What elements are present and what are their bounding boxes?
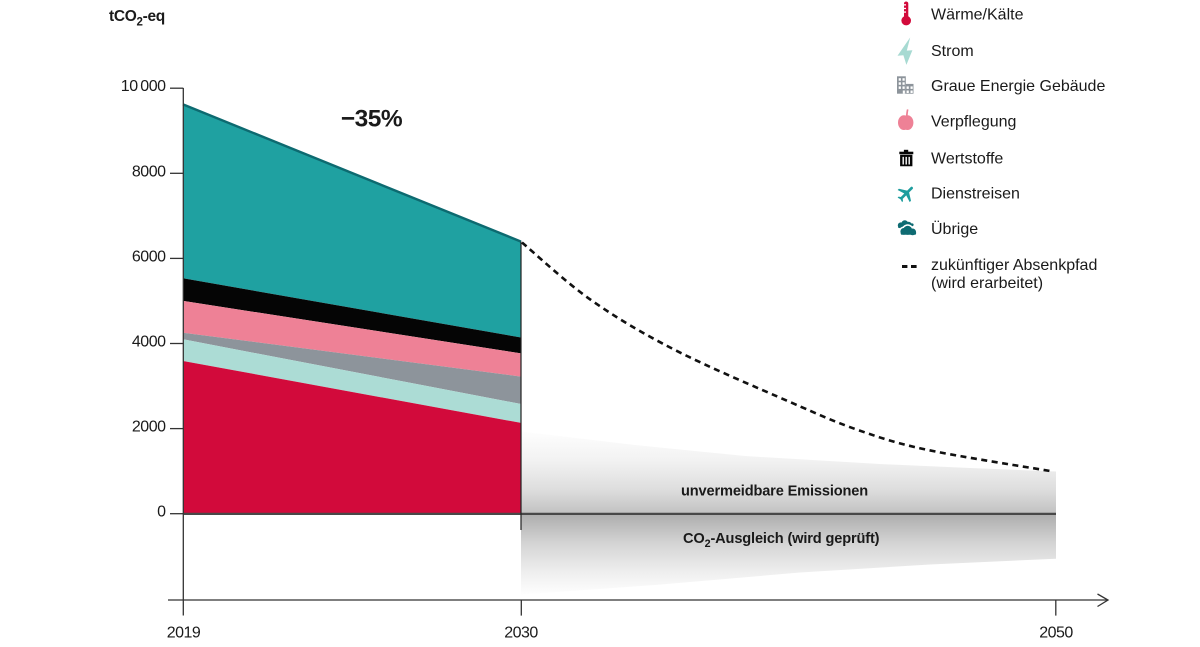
svg-text:8000: 8000	[132, 163, 166, 180]
svg-text:tCO2-eq: tCO2-eq	[109, 8, 165, 29]
svg-text:4000: 4000	[132, 334, 166, 351]
svg-text:Strom: Strom	[931, 43, 974, 60]
svg-text:2030: 2030	[504, 625, 538, 642]
svg-text:(wird erarbeitet): (wird erarbeitet)	[931, 275, 1043, 292]
svg-text:Verpflegung: Verpflegung	[931, 113, 1016, 130]
svg-text:0: 0	[157, 504, 166, 521]
svg-text:2000: 2000	[132, 419, 166, 436]
svg-text:2050: 2050	[1039, 625, 1073, 642]
svg-text:CO2-Ausgleich (wird geprüft): CO2-Ausgleich (wird geprüft)	[683, 531, 880, 550]
svg-text:Übrige: Übrige	[931, 220, 978, 238]
svg-text:Wärme/Kälte: Wärme/Kälte	[931, 7, 1024, 24]
svg-text:10 000: 10 000	[121, 78, 166, 95]
svg-text:Wertstoffe: Wertstoffe	[931, 150, 1003, 167]
svg-text:2019: 2019	[167, 625, 201, 642]
svg-text:Dienstreisen: Dienstreisen	[931, 185, 1020, 202]
svg-text:−35%: −35%	[341, 106, 403, 133]
svg-text:Graue Energie Gebäude: Graue Energie Gebäude	[931, 78, 1105, 95]
svg-text:zukünftiger Absenkpfad: zukünftiger Absenkpfad	[931, 257, 1097, 274]
svg-text:6000: 6000	[132, 248, 166, 265]
svg-text:unvermeidbare Emissionen: unvermeidbare Emissionen	[681, 483, 868, 499]
